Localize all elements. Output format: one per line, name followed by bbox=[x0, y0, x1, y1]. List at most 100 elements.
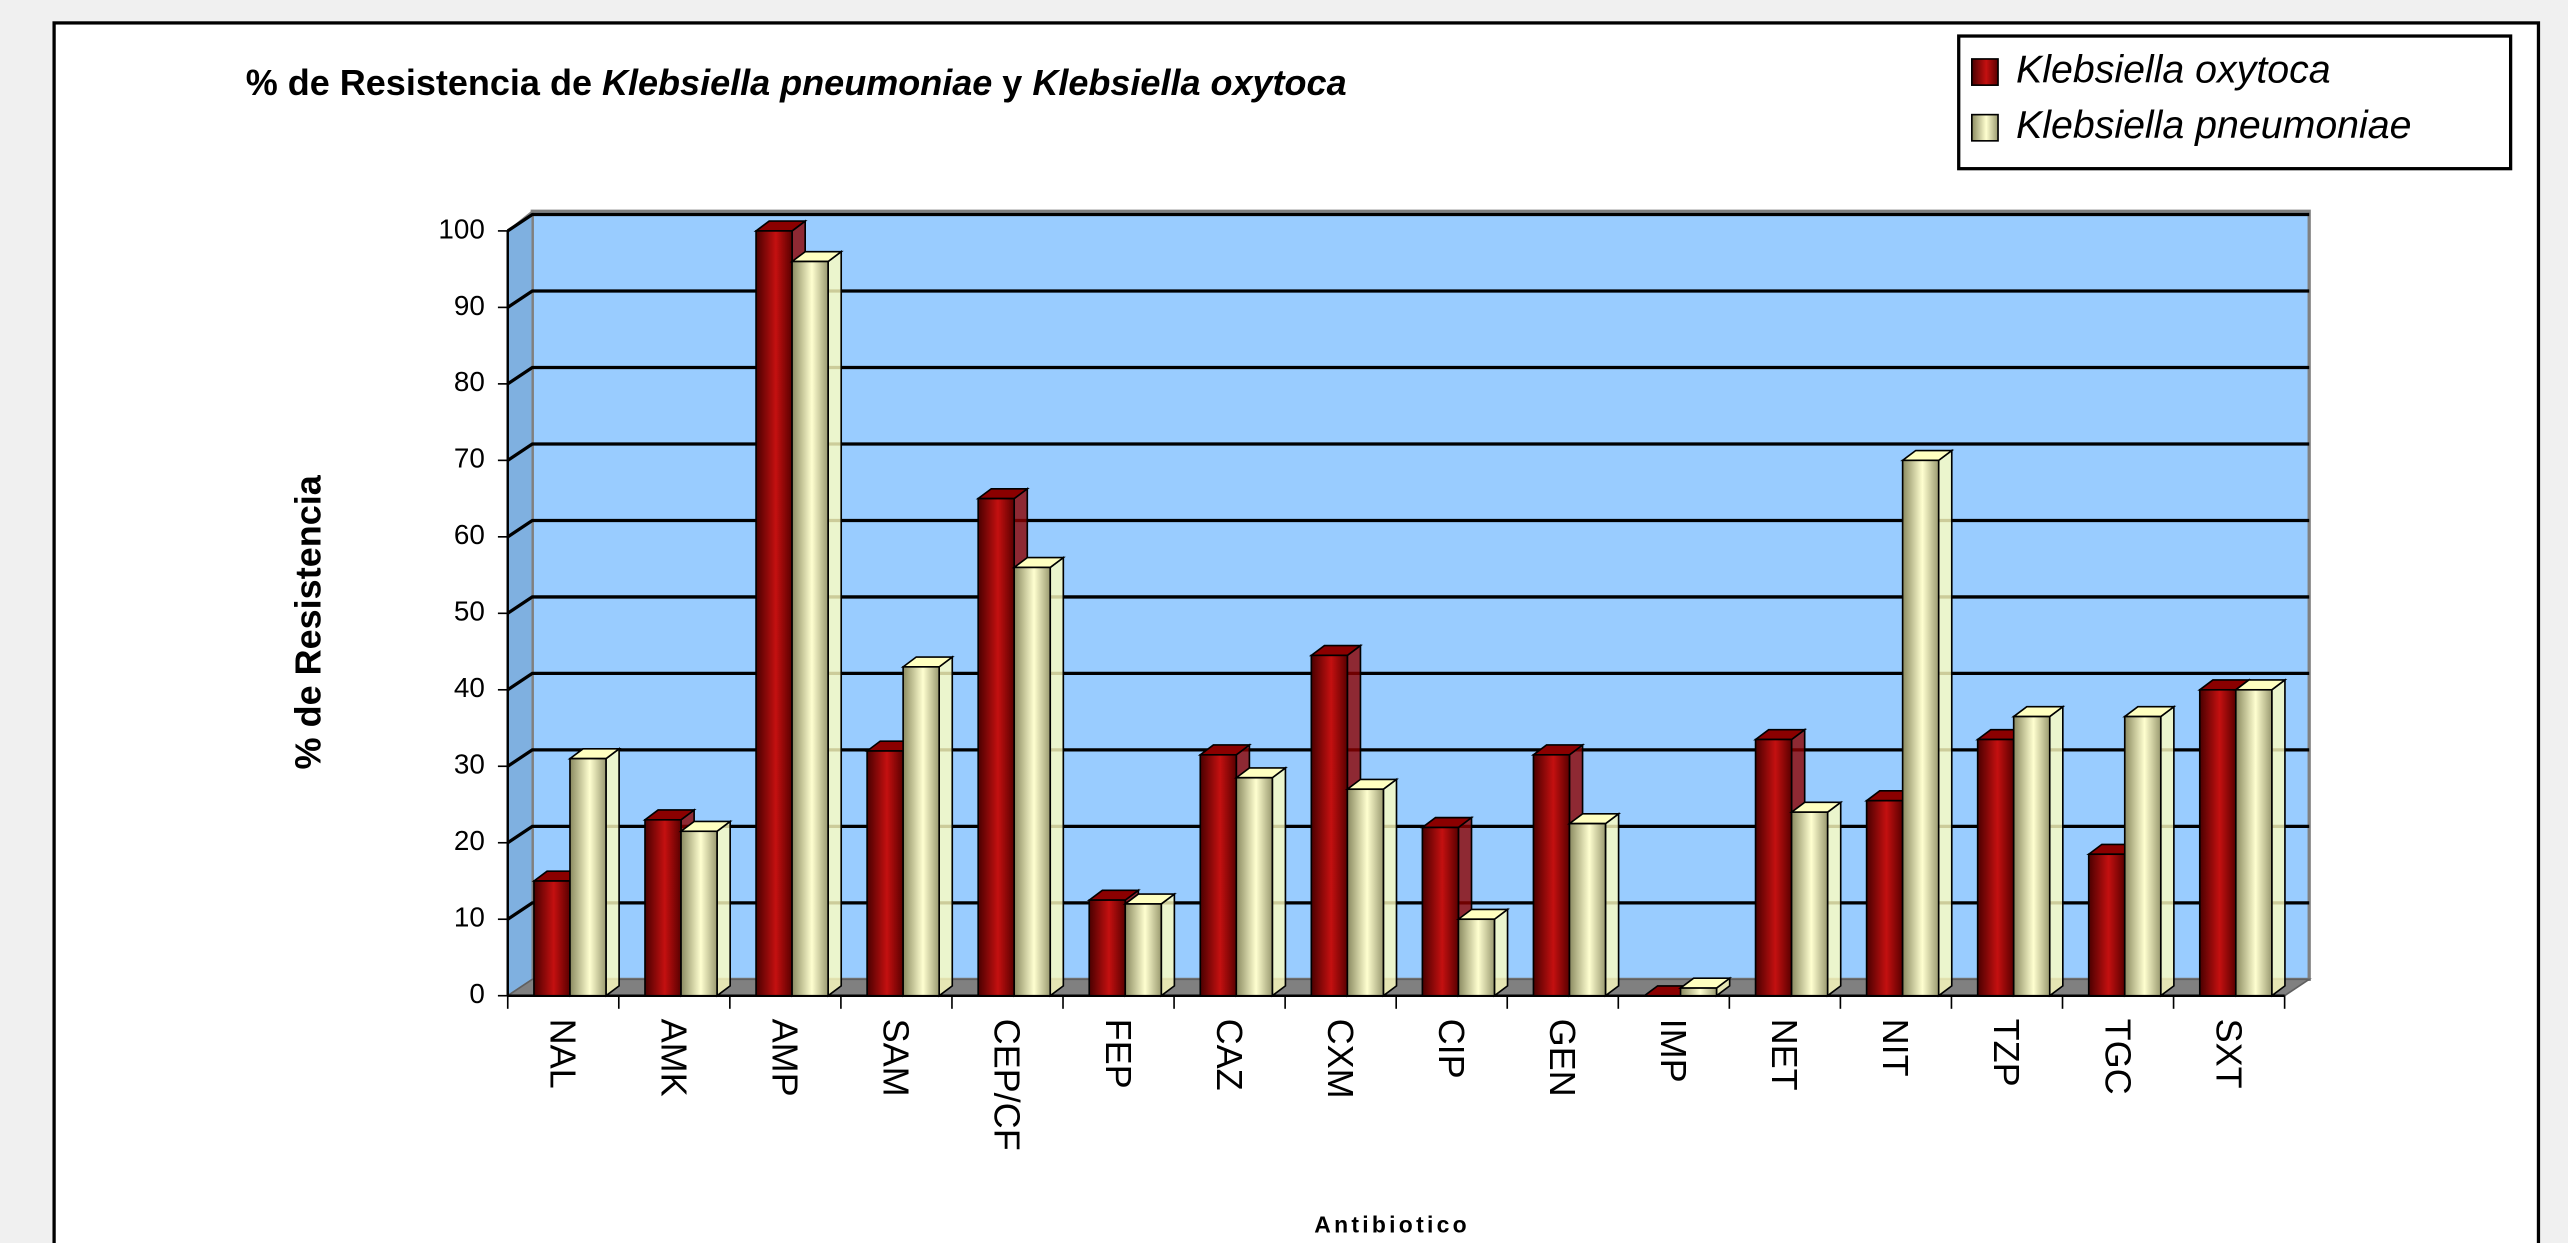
y-tick-label: 50 bbox=[454, 596, 485, 627]
x-tick-label: SXT bbox=[2208, 1019, 2249, 1089]
bar-front bbox=[644, 818, 682, 997]
bar-front bbox=[569, 757, 607, 997]
bar-front bbox=[1679, 987, 1718, 997]
bar-side bbox=[1604, 812, 1620, 998]
bar bbox=[1678, 976, 1733, 998]
x-tick-label: FEP bbox=[1098, 1019, 1139, 1089]
title-part: Klebsiella oxytoca bbox=[1032, 62, 1346, 103]
bar-side bbox=[1493, 907, 1509, 998]
title-part: y bbox=[992, 62, 1032, 103]
bar bbox=[1789, 800, 1844, 998]
bar-front bbox=[2087, 853, 2126, 997]
bar-front bbox=[2234, 688, 2273, 997]
bar-side bbox=[1937, 448, 1953, 998]
bar-front bbox=[533, 880, 571, 997]
bar-front bbox=[1346, 788, 1385, 997]
bar-front bbox=[680, 830, 718, 997]
bar-side bbox=[1826, 800, 1842, 998]
bar-front bbox=[1310, 654, 1349, 997]
bar bbox=[1567, 812, 1622, 998]
bar-front bbox=[2123, 715, 2162, 997]
bar-front bbox=[1124, 903, 1163, 997]
x-tick-label: AMK bbox=[654, 1019, 695, 1097]
y-tick-label: 10 bbox=[454, 902, 485, 933]
bar-front bbox=[1013, 566, 1052, 997]
bar bbox=[1122, 892, 1177, 998]
x-tick-label: SAM bbox=[876, 1019, 917, 1097]
bar bbox=[678, 819, 733, 998]
bar-side bbox=[716, 819, 731, 998]
title-part: % de Resistencia de bbox=[246, 62, 602, 103]
y-tick-label: 30 bbox=[454, 749, 485, 780]
bar-side bbox=[1382, 777, 1398, 998]
x-tick-label: NIT bbox=[1875, 1019, 1916, 1077]
x-tick-label: CXM bbox=[1320, 1019, 1361, 1099]
bar-side bbox=[1271, 766, 1287, 998]
grid-line bbox=[506, 289, 2310, 309]
bar-side bbox=[2159, 705, 2175, 998]
grid-line bbox=[506, 748, 2310, 768]
bar-side bbox=[2048, 705, 2064, 998]
bar bbox=[2122, 705, 2177, 998]
title-part: Klebsiella pneumoniae bbox=[602, 62, 992, 103]
x-axis-label: Antibiotico bbox=[1314, 1212, 1470, 1238]
bar-side bbox=[938, 655, 954, 998]
bar bbox=[1011, 555, 1066, 998]
bar-front bbox=[755, 230, 793, 997]
bar bbox=[1455, 907, 1510, 998]
bar-side bbox=[605, 747, 620, 998]
bar-front bbox=[1976, 738, 2015, 997]
chart-title: % de Resistencia de Klebsiella pneumonia… bbox=[246, 62, 1347, 103]
y-tick-label: 40 bbox=[454, 672, 485, 703]
x-tick-label: CAZ bbox=[1209, 1019, 1250, 1091]
bar-front bbox=[902, 666, 940, 997]
bar-front bbox=[1901, 459, 1940, 997]
x-tick-label: AMP bbox=[765, 1019, 806, 1097]
grid-line bbox=[506, 212, 2310, 233]
bar-side bbox=[1160, 892, 1176, 998]
legend-label: Klebsiella pneumoniae bbox=[2016, 103, 2411, 147]
y-tick-label: 70 bbox=[454, 443, 485, 474]
y-tick-label: 90 bbox=[454, 290, 485, 321]
bar-front bbox=[2012, 715, 2051, 997]
bar-front bbox=[1199, 753, 1238, 997]
x-tick-label: TZP bbox=[1986, 1019, 2027, 1087]
bar-front bbox=[2198, 688, 2237, 997]
grid-line bbox=[506, 595, 2310, 615]
x-tick-label: NAL bbox=[542, 1019, 583, 1089]
y-tick-label: 100 bbox=[438, 213, 484, 244]
grid-line bbox=[506, 824, 2310, 845]
bar bbox=[1900, 448, 1955, 998]
bar bbox=[1344, 777, 1399, 998]
bar-front bbox=[1754, 738, 1793, 997]
bar-front bbox=[1865, 799, 1904, 997]
grid-line bbox=[506, 518, 2310, 539]
legend-swatch bbox=[1971, 58, 1999, 86]
y-tick-label: 80 bbox=[454, 366, 485, 397]
grid-line bbox=[506, 365, 2310, 386]
grid-line bbox=[506, 901, 2310, 921]
grid-line bbox=[506, 442, 2310, 462]
bar-front bbox=[791, 260, 829, 997]
x-tick-label: NET bbox=[1764, 1019, 1805, 1091]
bar-front bbox=[1088, 899, 1127, 997]
y-axis-label: % de Resistencia bbox=[288, 474, 329, 769]
legend bbox=[1957, 34, 2513, 171]
x-tick-label: IMP bbox=[1653, 1019, 1694, 1083]
bar-front bbox=[1790, 811, 1829, 997]
bar-front bbox=[1421, 826, 1460, 997]
x-tick-label: GEN bbox=[1542, 1019, 1583, 1097]
bar-front bbox=[1568, 822, 1607, 997]
x-tick-label: CIP bbox=[1431, 1019, 1472, 1079]
bar bbox=[2011, 705, 2066, 998]
legend-label: Klebsiella oxytoca bbox=[2016, 47, 2331, 91]
grid-line bbox=[506, 671, 2310, 692]
bar bbox=[900, 655, 955, 998]
y-tick-label: 60 bbox=[454, 519, 485, 550]
bar-side bbox=[2271, 678, 2286, 998]
y-tick-label: 0 bbox=[469, 978, 484, 1009]
bar bbox=[789, 250, 844, 998]
bar-front bbox=[1235, 776, 1274, 997]
